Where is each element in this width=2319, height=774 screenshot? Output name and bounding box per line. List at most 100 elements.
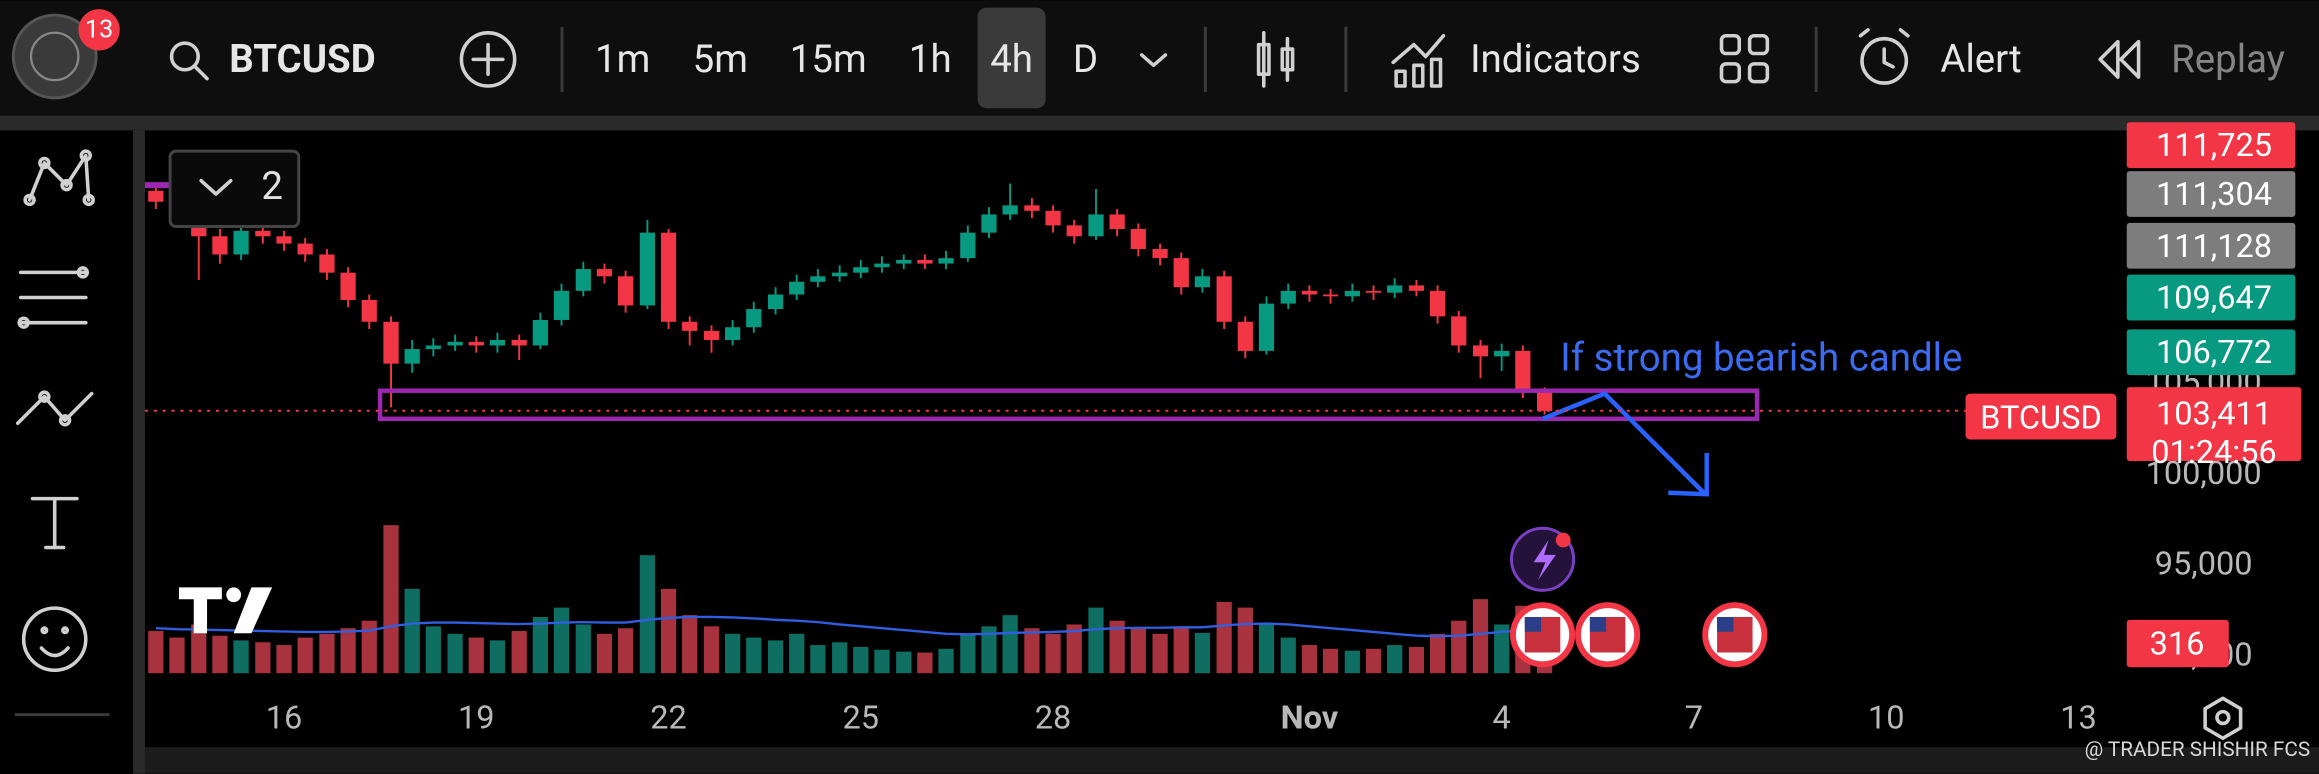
candle-body <box>233 230 249 255</box>
x-tick-label: 28 <box>1035 699 1072 737</box>
indicators-icon-part[interactable] <box>1412 63 1425 88</box>
fib-tool[interactable] <box>17 266 90 329</box>
avatar-part[interactable] <box>11 13 98 100</box>
candle-body <box>1408 285 1425 291</box>
settings-icon[interactable] <box>2203 696 2243 741</box>
emoji-tool-part[interactable] <box>39 646 70 658</box>
volume-bar <box>404 588 420 674</box>
search-icon-part[interactable] <box>193 65 209 81</box>
line-tool-part[interactable] <box>15 391 94 426</box>
indicators-icon[interactable] <box>1391 33 1446 88</box>
candle-body <box>276 236 292 244</box>
drawing-tool-part[interactable] <box>38 156 51 170</box>
text-tool[interactable] <box>30 496 79 550</box>
badge <box>78 9 120 51</box>
interval[interactable]: 5m <box>693 37 748 82</box>
indicators-icon-part[interactable] <box>1429 57 1443 88</box>
search-icon[interactable] <box>169 41 209 81</box>
event-icons-part[interactable] <box>1717 616 1734 632</box>
event-icons[interactable] <box>1510 526 1768 668</box>
drawing-tool-part[interactable] <box>60 178 73 192</box>
search-icon-part[interactable] <box>169 41 200 72</box>
layout-icon-part[interactable] <box>1719 62 1742 84</box>
candle-body <box>874 263 890 268</box>
x-tick-label: 19 <box>458 699 495 737</box>
more-intervals[interactable] <box>1139 53 1168 68</box>
layout-icon-part[interactable] <box>1747 62 1770 84</box>
add-symbol-part[interactable] <box>459 31 517 88</box>
price-axis: 90,00095,000100,000105,000111,725111,304… <box>2126 122 2302 674</box>
line-tool[interactable] <box>15 390 94 427</box>
legend-part[interactable] <box>168 149 301 229</box>
divider <box>0 115 2319 131</box>
logo-part <box>233 587 273 634</box>
indicators-icon-part[interactable] <box>1391 33 1446 65</box>
drawing-tool-part[interactable] <box>23 193 36 207</box>
indicators[interactable]: Indicators <box>1470 37 1641 82</box>
volume-bar <box>1494 624 1510 674</box>
interval[interactable]: 1m <box>595 37 650 82</box>
drawing-tool-part[interactable] <box>27 153 91 202</box>
emoji-tool[interactable] <box>21 606 88 672</box>
add-symbol[interactable] <box>459 31 517 88</box>
volume-bar <box>1387 645 1403 674</box>
fib-tool-part[interactable] <box>17 316 30 329</box>
event-icons-part[interactable] <box>1524 616 1542 632</box>
replay-icon[interactable] <box>2098 39 2141 79</box>
drawing-tool[interactable] <box>23 149 95 207</box>
interval[interactable]: 4h <box>990 37 1033 82</box>
layout-icon-part[interactable] <box>1719 33 1742 56</box>
candle-body <box>1088 214 1104 237</box>
candle-body <box>425 345 441 350</box>
alert-icon-part[interactable] <box>1882 47 1895 69</box>
candle-body <box>361 299 377 322</box>
alert-icon-part[interactable] <box>1898 28 1910 38</box>
emoji-tool-part[interactable] <box>21 606 88 672</box>
volume-bar <box>1301 645 1318 674</box>
interval[interactable]: 1h <box>909 37 952 82</box>
candle-body <box>746 309 762 328</box>
layout-icon-part[interactable] <box>1747 33 1770 56</box>
replay[interactable]: Replay <box>2171 37 2285 82</box>
emoji-tool-part[interactable] <box>40 626 49 635</box>
volume-bar <box>810 645 826 674</box>
alert[interactable]: Alert <box>1940 37 2021 82</box>
fib-tool-part[interactable] <box>76 266 90 279</box>
event-icons-part[interactable] <box>1533 540 1556 581</box>
interval[interactable]: D <box>1073 37 1098 82</box>
legend-count[interactable]: 2 <box>261 164 283 209</box>
interval[interactable]: 15m <box>790 37 867 82</box>
support-zone <box>377 388 1760 422</box>
volume-bar <box>319 633 335 674</box>
alert-icon[interactable] <box>1858 28 1910 85</box>
alert-icon-part[interactable] <box>1858 28 1870 38</box>
price-tag <box>2126 222 2296 269</box>
y-tick-label: 95,000 <box>2155 545 2253 583</box>
settings-icon-part[interactable] <box>2215 709 2231 726</box>
volume-bar <box>276 645 292 674</box>
replay-icon-part[interactable] <box>2098 39 2120 79</box>
drawing-tool-part[interactable] <box>82 193 95 207</box>
event-icons-part[interactable] <box>1589 616 1607 632</box>
avatar-part[interactable] <box>29 31 80 82</box>
legend-part[interactable] <box>199 178 233 196</box>
candle-body <box>1002 205 1018 215</box>
replay-icon-part[interactable] <box>2119 39 2141 79</box>
chart-type[interactable] <box>1256 31 1295 88</box>
event-icons-part[interactable] <box>1555 532 1571 548</box>
alert-icon-part[interactable] <box>1860 36 1909 85</box>
line-tool-part[interactable] <box>38 390 51 403</box>
settings-icon-part[interactable] <box>2203 696 2243 741</box>
volume-bar <box>233 640 249 674</box>
legend[interactable] <box>168 149 301 229</box>
volume-bar <box>1344 650 1360 674</box>
avatar[interactable] <box>11 13 98 100</box>
drawing-tool-part[interactable] <box>79 149 92 162</box>
countdown: 01:24:56 <box>2151 433 2276 471</box>
symbol[interactable]: BTCUSD <box>229 37 375 82</box>
layout-icon[interactable] <box>1719 33 1770 84</box>
emoji-tool-part[interactable] <box>61 626 70 635</box>
price-tag-label: 106,772 <box>2156 333 2272 371</box>
indicators-icon-part[interactable] <box>1394 69 1407 88</box>
line-tool-part[interactable] <box>58 414 72 427</box>
